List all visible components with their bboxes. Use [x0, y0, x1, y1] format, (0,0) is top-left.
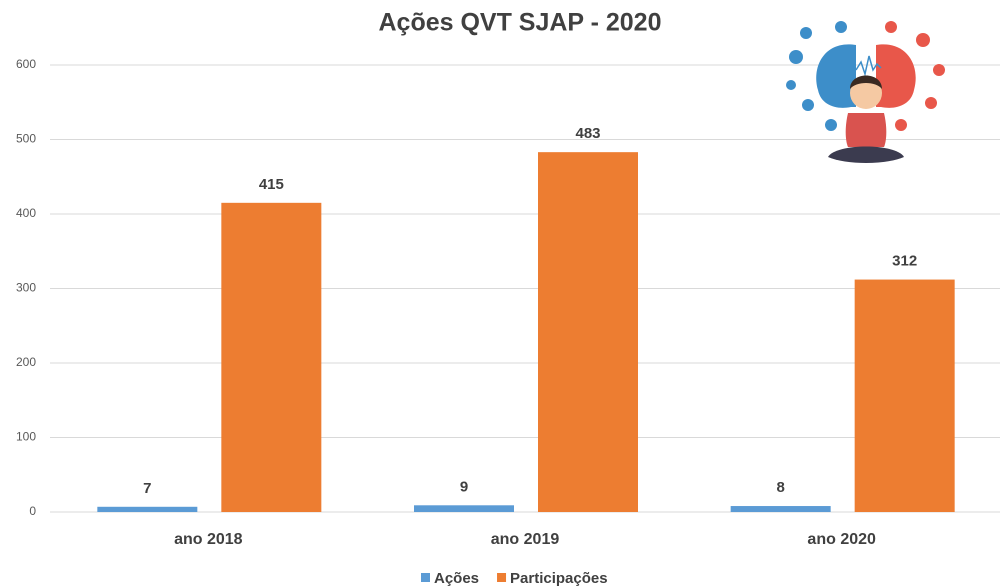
icon: [789, 50, 803, 64]
icon: [835, 21, 847, 33]
y-tick-label: 400: [16, 206, 36, 220]
x-tick-label: ano 2018: [174, 531, 243, 548]
y-tick-label: 300: [16, 281, 36, 295]
bar: [97, 506, 198, 512]
x-tick-label: ano 2020: [807, 531, 876, 548]
chart-title: Ações QVT SJAP - 2020: [378, 9, 661, 37]
icon: [916, 33, 930, 47]
y-tick-label: 500: [16, 132, 36, 146]
y-tick-label: 100: [16, 430, 36, 444]
y-tick-label: 200: [16, 355, 36, 369]
value-label: 483: [575, 125, 600, 142]
icon: [800, 27, 812, 39]
value-label: 9: [460, 478, 468, 495]
bar: [538, 152, 638, 513]
legs: [828, 146, 904, 163]
icon: [802, 99, 814, 111]
brain-left: [816, 44, 856, 108]
grid: [50, 64, 1000, 513]
brain-right: [876, 44, 916, 108]
wave: [855, 55, 882, 77]
legend-swatch: [421, 573, 430, 582]
icon: [925, 97, 937, 109]
y-tick-label: 0: [29, 504, 36, 518]
icon: [895, 119, 907, 131]
value-label: 8: [776, 479, 784, 496]
icon: [825, 119, 837, 131]
icon: [786, 80, 796, 90]
bar: [221, 202, 322, 512]
icon: [885, 21, 897, 33]
bar: [730, 506, 831, 512]
body: [845, 113, 887, 147]
bar: [414, 505, 514, 512]
legend-label: Ações: [434, 570, 479, 587]
legend-label: Participações: [510, 570, 608, 587]
icon: [933, 64, 945, 76]
value-label: 7: [143, 480, 151, 497]
y-tick-label: 600: [16, 57, 36, 71]
illustration: [786, 21, 945, 163]
legend-swatch: [497, 573, 507, 582]
value-label: 312: [892, 253, 917, 270]
hair: [850, 75, 882, 89]
head: [850, 77, 882, 109]
x-tick-label: ano 2019: [491, 531, 560, 548]
bar: [854, 279, 955, 512]
value-label: 415: [259, 176, 284, 193]
